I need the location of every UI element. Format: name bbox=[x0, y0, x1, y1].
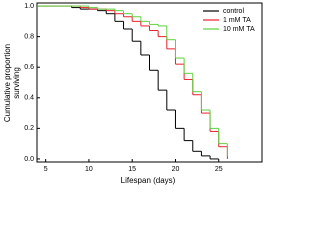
y-tick-label: 0.0 bbox=[24, 156, 34, 163]
x-tick-label: 20 bbox=[172, 166, 180, 173]
x-axis-label: Lifespan (days) bbox=[121, 176, 176, 185]
y-tick-label: 0.6 bbox=[24, 64, 34, 71]
legend-label: 1 mM TA bbox=[223, 17, 251, 24]
y-tick-label: 0.2 bbox=[24, 125, 34, 132]
chart: Lifespan (days) Cumulative proportion su… bbox=[3, 2, 263, 185]
legend-label: control bbox=[223, 8, 244, 15]
y-tick-label: 0.8 bbox=[24, 33, 34, 40]
x-tick-label: 25 bbox=[215, 166, 223, 173]
plot-frame bbox=[36, 2, 263, 163]
y-tick-label: 0.4 bbox=[24, 95, 34, 102]
x-tick-label: 5 bbox=[44, 166, 48, 173]
y-axis-label: Cumulative proportion bbox=[3, 44, 12, 122]
x-tick-label: 15 bbox=[128, 166, 136, 173]
legend-label: 10 mM TA bbox=[223, 26, 255, 33]
x-tick-label: 10 bbox=[85, 166, 93, 173]
y-tick-label: 1.0 bbox=[24, 3, 34, 10]
y-axis-label: surviving bbox=[12, 67, 21, 99]
